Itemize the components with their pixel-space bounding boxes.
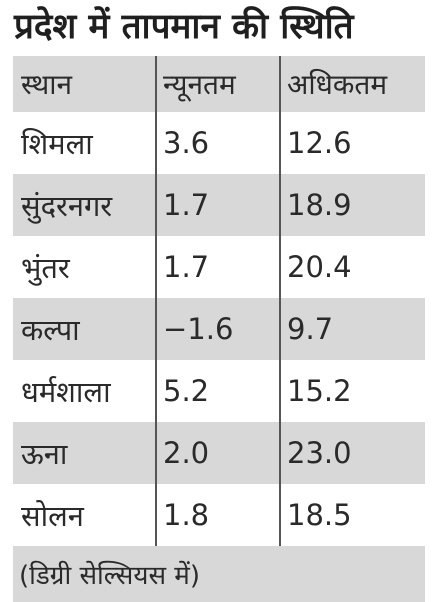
column-divider <box>155 112 157 174</box>
maximum-cell: 23.0 <box>287 436 352 470</box>
location-cell: सुंदरनगर <box>21 188 113 223</box>
column-divider <box>155 422 157 484</box>
maximum-cell: 12.6 <box>287 126 352 160</box>
column-divider <box>279 236 281 298</box>
table-row: सोलन 1.8 18.5 <box>13 484 425 546</box>
minimum-cell: 3.6 <box>163 126 210 160</box>
column-divider <box>279 422 281 484</box>
page-title: प्रदेश में तापमान की स्थिति <box>14 7 354 47</box>
column-divider <box>155 360 157 422</box>
location-cell: भुंतर <box>21 250 70 285</box>
maximum-cell: 18.5 <box>287 498 352 532</box>
table-row: शिमला 3.6 12.6 <box>13 112 425 174</box>
column-divider <box>279 360 281 422</box>
location-cell: सोलन <box>21 498 84 533</box>
location-cell: धर्मशाला <box>21 374 111 409</box>
header-minimum: न्यूनतम <box>163 68 236 101</box>
column-divider <box>279 56 281 112</box>
table-row: सुंदरनगर 1.7 18.9 <box>13 174 425 236</box>
maximum-cell: 20.4 <box>287 250 352 284</box>
column-divider <box>155 298 157 360</box>
location-cell: शिमला <box>21 126 93 161</box>
column-divider <box>155 484 157 546</box>
minimum-cell: 5.2 <box>163 374 210 408</box>
column-divider <box>155 174 157 236</box>
table-row: कल्पा −1.6 9.7 <box>13 298 425 360</box>
maximum-cell: 9.7 <box>287 312 334 346</box>
minimum-cell: 1.8 <box>163 498 210 532</box>
table-footnote: (डिग्री सेल्सियस में) <box>13 546 425 602</box>
header-location: स्थान <box>21 68 73 101</box>
column-divider <box>279 174 281 236</box>
column-divider <box>155 236 157 298</box>
table-row: धर्मशाला 5.2 15.2 <box>13 360 425 422</box>
column-divider <box>279 112 281 174</box>
minimum-cell: −1.6 <box>163 312 234 346</box>
location-cell: कल्पा <box>21 312 80 347</box>
column-divider <box>279 484 281 546</box>
header-maximum: अधिकतम <box>287 68 388 101</box>
location-cell: ऊना <box>21 436 68 471</box>
minimum-cell: 2.0 <box>163 436 210 470</box>
minimum-cell: 1.7 <box>163 250 210 284</box>
temperature-table: स्थान न्यूनतम अधिकतम शिमला 3.6 12.6 सुंद… <box>13 56 425 602</box>
maximum-cell: 18.9 <box>287 188 352 222</box>
table-row: भुंतर 1.7 20.4 <box>13 236 425 298</box>
column-divider <box>155 56 157 112</box>
column-divider <box>279 298 281 360</box>
table-row: ऊना 2.0 23.0 <box>13 422 425 484</box>
table-header-row: स्थान न्यूनतम अधिकतम <box>13 56 425 112</box>
minimum-cell: 1.7 <box>163 188 210 222</box>
maximum-cell: 15.2 <box>287 374 352 408</box>
